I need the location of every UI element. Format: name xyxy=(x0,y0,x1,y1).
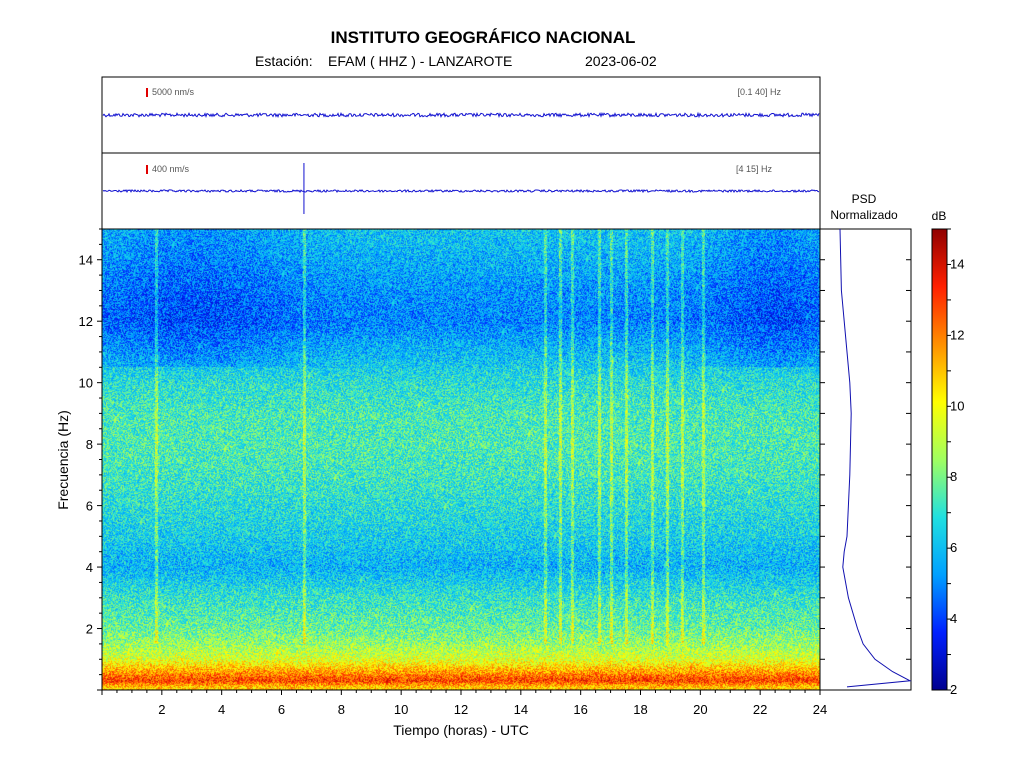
psd-ticks xyxy=(820,228,911,691)
psd-curve xyxy=(839,228,912,688)
y-tick-label: 4 xyxy=(86,560,93,575)
trace-panel-filtered: 400 nm/s [4 15] Hz xyxy=(101,152,821,230)
colorbar: dB 2 4 6 8 10 12 14 xyxy=(931,209,964,697)
colorbar-tick-label: 14 xyxy=(950,256,964,271)
y-tick-label: 6 xyxy=(86,499,93,514)
trace-1-scale: 5000 nm/s xyxy=(152,87,195,97)
trace-panel-broadband: 5000 nm/s [0.1 40] Hz xyxy=(101,76,821,154)
x-tick-label: 8 xyxy=(338,702,345,717)
colorbar-tick-label: 4 xyxy=(950,611,957,626)
trace-2-band: [4 15] Hz xyxy=(736,164,773,174)
colorbar-tick-label: 2 xyxy=(950,682,957,697)
x-tick-label: 6 xyxy=(278,702,285,717)
y-tick-label: 12 xyxy=(79,314,93,329)
x-tick-label: 12 xyxy=(454,702,468,717)
spectrogram-image xyxy=(102,229,820,690)
colorbar-label: dB xyxy=(932,209,947,223)
x-tick-label: 4 xyxy=(218,702,225,717)
station-name: EFAM ( HHZ ) - LANZAROTE xyxy=(328,53,512,69)
trace-1-waveform xyxy=(102,111,820,119)
x-tick-label: 20 xyxy=(693,702,707,717)
y-axis-label: Frecuencia (Hz) xyxy=(55,410,71,510)
psd-panel: PSD Normalizado xyxy=(819,192,912,691)
x-axis: 2 4 6 8 10 12 14 16 18 20 22 24 xyxy=(101,690,827,717)
y-tick-label: 14 xyxy=(79,253,93,268)
colorbar-tick-label: 10 xyxy=(950,398,964,413)
x-tick-label: 18 xyxy=(633,702,647,717)
psd-frame xyxy=(819,228,912,691)
trace-2-scale: 400 nm/s xyxy=(152,164,190,174)
y-tick-label: 8 xyxy=(86,437,93,452)
trace-1-band: [0.1 40] Hz xyxy=(737,87,781,97)
colorbar-tick-label: 8 xyxy=(950,469,957,484)
trace-2-scale-bar xyxy=(146,165,148,174)
date-label: 2023-06-02 xyxy=(585,53,657,69)
trace-1-scale-bar xyxy=(146,88,148,97)
trace-2-waveform xyxy=(102,188,820,194)
colorbar-ticks: 2 4 6 8 10 12 14 xyxy=(947,228,964,697)
x-tick-label: 24 xyxy=(813,702,827,717)
institution-title: INSTITUTO GEOGRÁFICO NACIONAL xyxy=(331,28,636,47)
spectrogram-image-holder xyxy=(102,229,820,690)
colorbar-tick-label: 6 xyxy=(950,540,957,555)
x-tick-label: 22 xyxy=(753,702,767,717)
psd-title: PSD xyxy=(852,192,877,206)
colorbar-tick-label: 12 xyxy=(950,327,964,342)
x-tick-label: 16 xyxy=(573,702,587,717)
x-tick-label: 10 xyxy=(394,702,408,717)
y-tick-label: 2 xyxy=(86,622,93,637)
x-axis-label: Tiempo (horas) - UTC xyxy=(393,722,529,738)
x-tick-label: 2 xyxy=(158,702,165,717)
station-label: Estación: xyxy=(255,53,313,69)
y-axis: 2 4 6 8 10 12 14 xyxy=(79,228,102,691)
colorbar-gradient xyxy=(931,228,948,691)
psd-subtitle: Normalizado xyxy=(830,208,898,222)
y-tick-label: 10 xyxy=(79,376,93,391)
x-tick-label: 14 xyxy=(514,702,528,717)
